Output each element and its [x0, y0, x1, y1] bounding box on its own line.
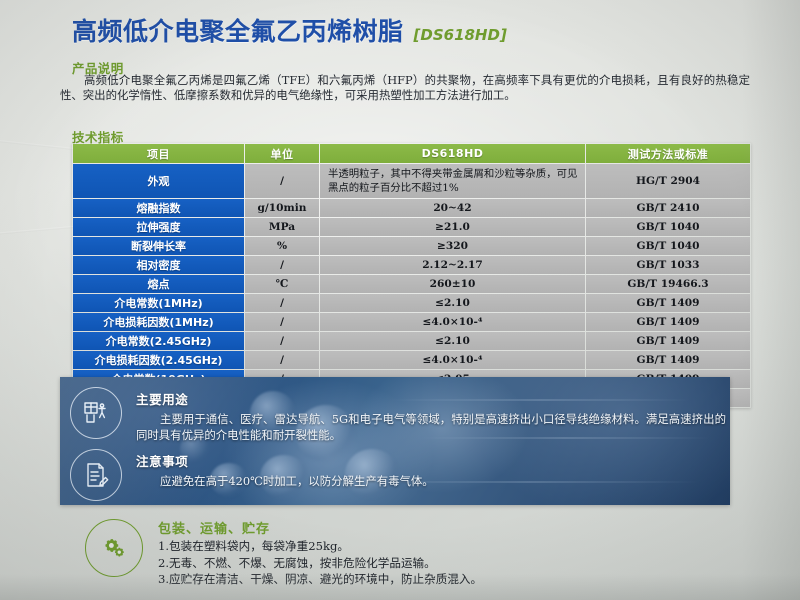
spec-item-unit: /	[245, 164, 319, 198]
spec-item-name: 介电损耗因数(1MHz)	[73, 313, 244, 331]
page-title: 高频低介电聚全氟乙丙烯树脂 [DS618HD]	[72, 12, 752, 46]
spec-item-name: 熔点	[73, 275, 244, 293]
spec-item-standard: GB/T 1040	[586, 218, 750, 236]
spec-item-value: ≤4.0×10-⁴	[320, 313, 585, 331]
spec-item-name: 断裂伸长率	[73, 237, 244, 255]
column-header-standard: 测试方法或标准	[586, 144, 750, 163]
spec-item-unit: ℃	[245, 275, 319, 293]
packaging-list-item: 2.无毒、不燃、不爆、无腐蚀，按非危险化学品运输。	[158, 555, 436, 570]
packaging-heading: 包装、运输、贮存	[158, 522, 271, 537]
spec-item-name: 拉伸强度	[73, 218, 244, 236]
packaging-list-item: 3.应贮存在清洁、干燥、阴凉、避光的环境中，防止杂质混入。	[158, 572, 483, 586]
spec-table: 项目 单位 DS618HD 测试方法或标准 外观 / 半透明粒子，其中不得夹带金属屑…	[72, 143, 751, 408]
product-code-tag: [DS618HD]	[413, 26, 507, 44]
applications-body: 主要用于通信、医疗、雷达导航、5G和电子电气等领域，特别是高速挤出小口径导线绝缘…	[136, 412, 726, 442]
spec-table-row: 熔点 ℃ 260±10 GB/T 19466.3	[73, 275, 750, 293]
gears-icon	[85, 519, 143, 577]
spec-table-row: 介电损耗因数(2.45GHz) / ≤4.0×10-⁴ GB/T 1409	[73, 351, 750, 369]
spec-item-name: 介电常数(1MHz)	[73, 294, 244, 312]
product-title-text: 高频低介电聚全氟乙丙烯树脂	[72, 17, 404, 46]
packaging-list-item: 1.包装在塑料袋内，每袋净重25kg。	[158, 539, 349, 553]
spec-item-value: ≤2.10	[320, 294, 585, 312]
spec-table-row: 相对密度/2.12~2.17 GB/T 1033	[73, 256, 750, 274]
document-pen-icon	[70, 449, 122, 501]
spec-item-unit: /	[245, 313, 319, 331]
spec-item-standard: GB/T 1409	[586, 351, 750, 369]
cautions-block: 注意事项 应避免在高于420℃时加工，以防分解生产有毒气体。	[70, 449, 720, 501]
description-body: 高频低介电聚全氟乙丙烯是四氟乙烯（TFE）和六氟丙烯（HFP）的共聚物，在高频率…	[60, 73, 750, 103]
spec-item-standard: GB/T 1409	[586, 294, 750, 312]
column-header-item: 项目	[73, 144, 244, 163]
spec-item-unit: /	[245, 294, 319, 312]
column-header-value: DS618HD	[320, 144, 585, 163]
cautions-body: 应避免在高于420℃时加工，以防分解生产有毒气体。	[160, 474, 434, 488]
spec-table-row: 熔融指数 g/10min 20~42 GB/T 2410	[73, 199, 750, 217]
panel-gloss	[60, 377, 730, 505]
spec-item-standard: HG/T 2904	[586, 164, 750, 198]
spec-item-standard: GB/T 19466.3	[586, 275, 750, 293]
applications-heading: 主要用途	[136, 392, 189, 407]
spec-item-standard: GB/T 1033	[586, 256, 750, 274]
description-heading: 产品说明	[72, 61, 124, 76]
spec-item-value: 260±10	[320, 275, 585, 293]
spec-item-standard: GB/T 1409	[586, 313, 750, 331]
spec-item-unit: %	[245, 237, 319, 255]
spec-item-name: 熔融指数	[73, 199, 244, 217]
spec-item-value: 半透明粒子，其中不得夹带金属屑和沙粒等杂质，可见黑点的粒子百分比不超过1%	[320, 164, 585, 198]
spec-table-row: 介电损耗因数(1MHz) / ≤4.0×10-⁴ GB/T 1409	[73, 313, 750, 331]
spec-item-standard: GB/T 1040	[586, 237, 750, 255]
spec-item-value: ≥320	[320, 237, 585, 255]
applications-panel: 主要用途 主要用于通信、医疗、雷达导航、5G和电子电气等领域，特别是高速挤出小口…	[60, 377, 730, 505]
spec-item-name: 相对密度	[73, 256, 244, 274]
spec-item-standard: GB/T 1409	[586, 332, 750, 350]
spec-item-value: 20~42	[320, 199, 585, 217]
spec-item-value: ≤4.0×10-⁴	[320, 351, 585, 369]
spec-table-row: 断裂伸长率% ≥320 GB/T 1040	[73, 237, 750, 255]
spec-item-unit: /	[245, 256, 319, 274]
spec-item-unit: MPa	[245, 218, 319, 236]
spec-item-unit: /	[245, 351, 319, 369]
spec-item-name: 介电常数(2.45GHz)	[73, 332, 244, 350]
spec-item-value: ≥21.0	[320, 218, 585, 236]
spec-heading: 技术指标	[72, 130, 124, 145]
spec-item-standard: GB/T 2410	[586, 199, 750, 217]
cautions-heading: 注意事项	[136, 454, 189, 469]
spec-table-header-row: 项目 单位 DS618HD 测试方法或标准	[73, 144, 750, 163]
packaging-list: 1.包装在塑料袋内，每袋净重25kg。 2.无毒、不燃、不爆、无腐蚀，按非危险化学…	[158, 538, 718, 588]
spec-item-unit: g/10min	[245, 199, 319, 217]
applications-block: 主要用途 主要用于通信、医疗、雷达导航、5G和电子电气等领域，特别是高速挤出小口…	[70, 387, 726, 443]
spec-table-row: 拉伸强度 MPa ≥21.0 GB/T 1040	[73, 218, 750, 236]
spec-table-row: 介电常数(2.45GHz) / ≤2.10 GB/T 1409	[73, 332, 750, 350]
spec-item-value: ≤2.10	[320, 332, 585, 350]
spec-item-unit: /	[245, 332, 319, 350]
spec-item-value: 2.12~2.17	[320, 256, 585, 274]
spec-item-name: 外观	[73, 164, 244, 198]
spec-item-name: 介电损耗因数(2.45GHz)	[73, 351, 244, 369]
spec-table-row: 介电常数(1MHz) / ≤2.10 GB/T 1409	[73, 294, 750, 312]
column-header-unit: 单位	[245, 144, 319, 163]
spec-table-row: 外观 / 半透明粒子，其中不得夹带金属屑和沙粒等杂质，可见黑点的粒子百分比不超过1%…	[73, 164, 750, 198]
extrusion-machine-icon	[70, 387, 122, 439]
